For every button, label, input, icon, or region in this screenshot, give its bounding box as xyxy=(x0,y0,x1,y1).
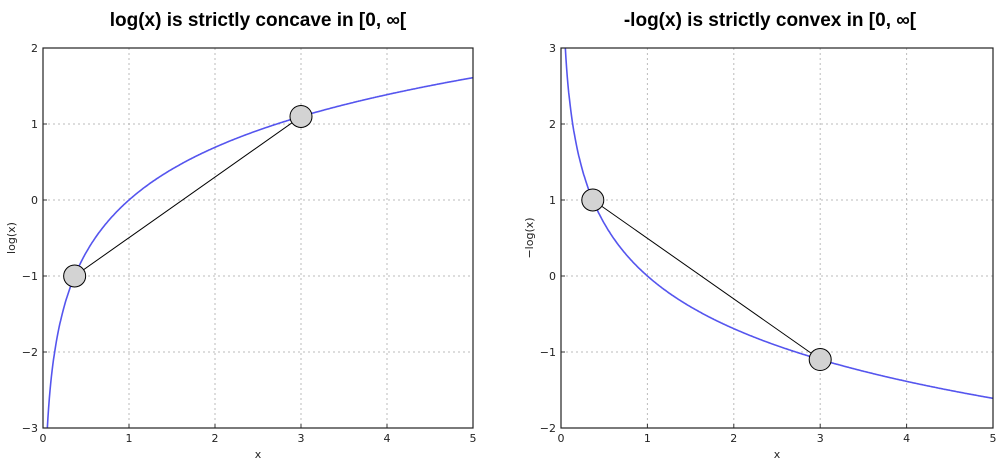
x-tick-label: 0 xyxy=(558,432,565,445)
y-tick-label: 0 xyxy=(549,270,556,283)
y-tick-label: −1 xyxy=(540,346,556,359)
y-tick-label: −3 xyxy=(22,422,38,435)
x-tick-label: 2 xyxy=(212,432,219,445)
y-tick-label: 3 xyxy=(549,42,556,55)
x-tick-label: 3 xyxy=(298,432,305,445)
function-curve xyxy=(46,76,473,428)
y-tick-label: 2 xyxy=(549,118,556,131)
x-tick-label: 2 xyxy=(730,432,737,445)
y-tick-label: 1 xyxy=(31,118,38,131)
x-tick-label: 5 xyxy=(470,432,477,445)
axes-frame xyxy=(42,47,474,429)
chord-line xyxy=(74,116,302,277)
x-axis-label: x xyxy=(255,448,262,461)
data-point xyxy=(289,104,313,128)
x-tick-label: 5 xyxy=(990,432,997,445)
chart-title: log(x) is strictly concave in [0, ∞[ xyxy=(110,10,407,31)
y-axis-label: log(x) xyxy=(5,222,18,254)
data-point xyxy=(581,188,605,212)
y-tick-label: −1 xyxy=(22,270,38,283)
x-tick-label: 3 xyxy=(817,432,824,445)
data-point xyxy=(63,264,87,288)
y-tick-label: 0 xyxy=(31,194,38,207)
chart-title: -log(x) is strictly convex in [0, ∞[ xyxy=(624,10,917,31)
x-tick-label: 1 xyxy=(126,432,133,445)
data-point xyxy=(808,348,832,372)
y-axis-label: −log(x) xyxy=(523,217,536,258)
y-tick-label: 2 xyxy=(31,42,38,55)
x-tick-label: 4 xyxy=(903,432,910,445)
x-axis-label: x xyxy=(774,448,781,461)
x-tick-label: 4 xyxy=(384,432,391,445)
y-tick-label: 1 xyxy=(549,194,556,207)
y-tick-label: −2 xyxy=(540,422,556,435)
chord-line xyxy=(592,199,821,360)
x-tick-label: 1 xyxy=(644,432,651,445)
y-tick-label: −2 xyxy=(22,346,38,359)
plot-2: -log(x) is strictly convex in [0, ∞[ 0 1 2 3… xyxy=(523,10,997,461)
x-tick-label: 0 xyxy=(40,432,47,445)
function-curve xyxy=(564,48,993,400)
plot-1: log(x) is strictly concave in [0, ∞[ 0 1 2 3… xyxy=(5,10,477,461)
axes-frame xyxy=(560,47,994,429)
